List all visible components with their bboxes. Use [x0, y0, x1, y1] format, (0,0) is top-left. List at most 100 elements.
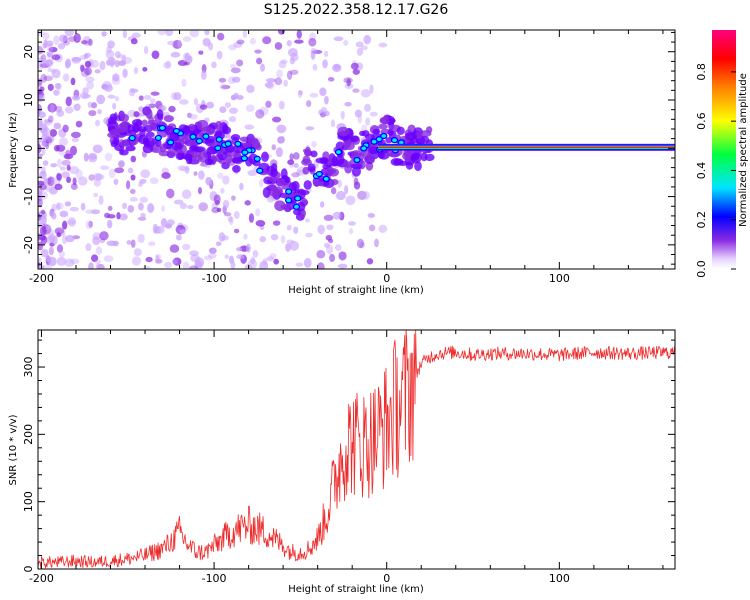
spectrogram-noise-cell: [85, 209, 95, 214]
spectrogram-image: [38, 30, 675, 269]
spectrogram-ridge-cell: [327, 166, 334, 177]
spectrogram-noise-cell: [142, 66, 148, 72]
spectrogram-noise-cell: [90, 254, 99, 262]
spectrogram-noise-cell: [163, 261, 173, 269]
spectrogram-noise-cell: [340, 110, 345, 120]
spectrogram-noise-cell: [230, 63, 236, 69]
spectrogram-noise-cell: [118, 160, 125, 168]
spectrogram-noise-cell: [317, 224, 326, 235]
spectrogram-noise-cell: [223, 212, 232, 217]
spectrogram-noise-cell: [53, 35, 60, 45]
spectrogram-y-axis-label: Frequency (Hz): [8, 112, 19, 188]
spectrogram-noise-cell: [305, 100, 312, 108]
spectrogram-noise-cell: [178, 99, 189, 105]
spectrogram-noise-cell: [78, 176, 88, 186]
spectrogram-noise-cell: [316, 250, 326, 259]
spectrogram-noise-cell: [255, 208, 261, 217]
spectrogram-noise-cell: [357, 190, 367, 200]
spectrogram-noise-cell: [256, 57, 263, 65]
spectrogram-peak-cell: [334, 148, 343, 156]
spectrogram-noise-cell: [71, 57, 81, 64]
spectrogram-noise-cell: [70, 131, 81, 139]
spectrogram-noise-cell: [62, 124, 69, 133]
spectrogram-noise-cell: [39, 92, 46, 100]
spectrogram-noise-cell: [58, 150, 67, 156]
spectrogram-noise-cell: [326, 224, 334, 231]
spectrogram-ridge-cell: [270, 168, 278, 178]
spectrogram-noise-cell: [217, 172, 224, 179]
spectrogram-noise-cell: [182, 243, 191, 251]
spectrogram-noise-cell: [126, 240, 132, 245]
spectrogram-ridge-cell: [131, 119, 143, 127]
spectrogram-ridge-cell: [350, 163, 363, 170]
spectrogram-noise-cell: [107, 56, 116, 67]
spectrogram-noise-cell: [42, 160, 49, 166]
spectrogram-ridge-cell: [372, 128, 381, 135]
spectrogram-ridge-cell: [141, 119, 148, 127]
y-tick-label: 10: [22, 93, 35, 107]
spectrogram-ridge-cell: [133, 111, 140, 118]
spectrogram-noise-cell: [165, 60, 172, 69]
spectrogram-noise-cell: [352, 88, 360, 93]
spectrogram-noise-cell: [337, 263, 348, 269]
spectrogram-ridge-cell: [414, 160, 422, 172]
spectrogram-noise-cell: [75, 120, 83, 128]
spectrogram-noise-cell: [218, 77, 227, 83]
spectrogram-noise-cell: [285, 243, 291, 252]
spectrogram-noise-cell: [259, 236, 266, 243]
spectrogram-noise-cell: [129, 87, 136, 97]
spectrogram-noise-cell: [221, 85, 231, 90]
spectrogram-noise-cell: [116, 211, 121, 220]
x-tick-label: 100: [549, 272, 570, 285]
spectrogram-noise-cell: [262, 36, 272, 45]
snr-x-ticks: -200 -100 0 100: [29, 330, 664, 585]
spectrogram-noise-cell: [360, 89, 371, 98]
spectrogram-noise-cell: [38, 235, 46, 241]
spectrogram-noise-cell: [190, 265, 196, 269]
spectrogram-noise-cell: [231, 195, 236, 201]
spectrogram-noise-cell: [334, 244, 342, 251]
spectrogram-noise-cell: [193, 98, 198, 106]
spectrogram-noise-cell: [332, 211, 342, 220]
spectrogram-noise-cell: [122, 30, 128, 39]
spectrogram-noise-cell: [208, 252, 217, 259]
spectrogram-ridge-cell: [215, 120, 223, 131]
spectrogram-noise-cell: [114, 167, 125, 174]
spectrogram-ridge-cell: [404, 150, 411, 160]
spectrogram-noise-cell: [177, 59, 188, 66]
spectrogram-noise-cell: [182, 261, 190, 269]
spectrogram-noise-cell: [161, 172, 171, 179]
spectrogram-noise-cell: [88, 110, 97, 117]
spectrogram-ridge-cell: [164, 125, 175, 136]
spectrogram-noise-cell: [39, 55, 44, 62]
spectrogram-noise-cell: [41, 147, 46, 156]
spectrogram-peak-cell: [189, 133, 197, 140]
spectrogram-noise-cell: [151, 50, 160, 60]
spectrogram-noise-cell: [113, 178, 119, 185]
spectrogram-noise-cell: [206, 101, 215, 109]
spectrogram-ridge-cell: [302, 166, 310, 175]
spectrogram-ridge-cell: [196, 119, 209, 131]
spectrogram-noise-cell: [53, 122, 62, 130]
spectrogram-ridge-cell: [182, 124, 190, 134]
spectrogram-noise-cell: [245, 104, 255, 112]
spectrogram-ridge-cell: [188, 123, 196, 132]
spectrogram-noise-cell: [214, 199, 220, 206]
spectrogram-ridge-cell: [113, 134, 120, 146]
spectrogram-noise-cell: [138, 95, 144, 101]
spectrogram-noise-cell: [70, 258, 80, 265]
spectrogram-noise-cell: [236, 59, 244, 67]
spectrogram-noise-cell: [101, 31, 107, 37]
spectrogram-noise-cell: [90, 59, 99, 68]
spectrogram-noise-cell: [72, 177, 77, 186]
spectrogram-noise-cell: [349, 228, 354, 235]
spectrogram-noise-cell: [204, 30, 210, 36]
y-tick-label: 0: [22, 566, 35, 573]
x-tick-label: -100: [202, 272, 227, 285]
spectrogram-ridge-cell: [330, 179, 339, 186]
spectrogram-noise-cell: [170, 92, 178, 101]
spectrogram-noise-cell: [40, 215, 47, 225]
spectrogram-ridge-cell: [171, 141, 183, 151]
spectrogram-ridge-cell: [169, 132, 180, 142]
spectrogram-noise-cell: [104, 212, 110, 219]
